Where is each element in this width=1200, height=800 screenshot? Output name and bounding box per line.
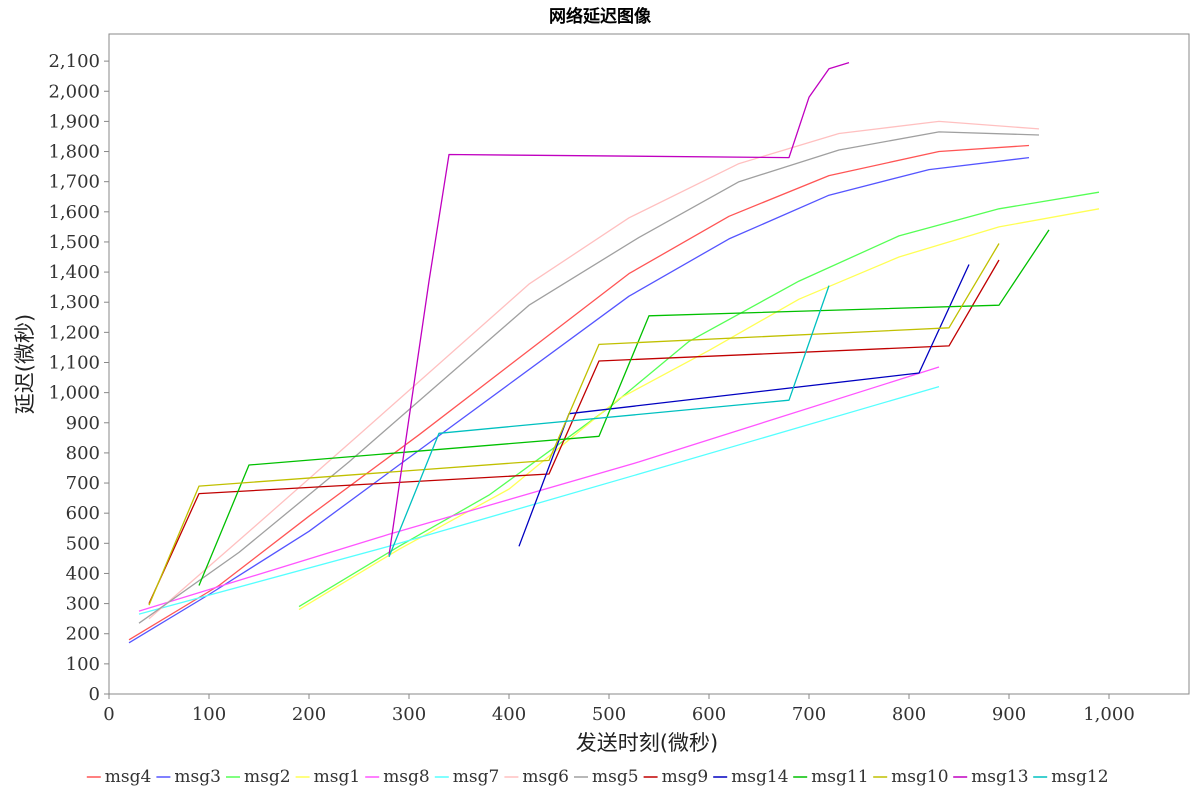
series-line-msg12 [388, 285, 830, 558]
series-line-msg6 [148, 120, 1040, 620]
legend-item-msg9: msg9 [643, 767, 709, 787]
y-tick-label: 500 [66, 533, 100, 554]
legend-label: msg6 [522, 767, 569, 787]
y-tick-label: 1,800 [48, 142, 100, 163]
x-tick-label: 400 [492, 704, 526, 725]
legend-label: msg3 [174, 767, 221, 787]
legend: msg4 msg3 msg2 msg1 msg8 msg7 msg6 msg5 msg9 msg1… [86, 767, 1109, 787]
y-tick-label: 100 [66, 654, 100, 675]
y-tick-label: 1,600 [48, 202, 100, 223]
x-tick-label: 1,000 [1083, 704, 1135, 725]
legend-item-msg2: msg2 [226, 767, 291, 787]
y-axis: 0 100 200 300 400 500 600 700 800 900 1,000 1,100 1,… [48, 51, 109, 705]
x-tick-label: 500 [592, 704, 626, 725]
x-tick-label: 800 [892, 704, 926, 725]
legend-item-msg7: msg7 [434, 767, 500, 787]
legend-label: msg12 [1051, 767, 1108, 787]
y-tick-label: 0 [89, 684, 100, 705]
legend-label: msg5 [592, 767, 639, 787]
legend-label: msg9 [662, 767, 709, 787]
series-lines [128, 61, 1100, 644]
legend-item-msg4: msg4 [86, 767, 152, 787]
y-tick-label: 1,400 [48, 262, 100, 283]
chart-title: 网络延迟图像 [549, 7, 651, 27]
x-tick-label: 200 [292, 704, 326, 725]
x-tick-label: 0 [103, 704, 114, 725]
legend-label: msg14 [731, 767, 788, 787]
y-tick-label: 400 [66, 563, 100, 584]
legend-label: msg4 [105, 767, 152, 787]
legend-item-msg14: msg14 [713, 767, 789, 787]
y-tick-label: 800 [66, 443, 100, 464]
legend-label: msg13 [971, 767, 1028, 787]
legend-item-msg1: msg1 [295, 767, 361, 787]
legend-item-msg11: msg11 [793, 767, 869, 787]
series-line-msg4 [128, 144, 1030, 641]
series-line-msg14 [518, 264, 970, 547]
y-tick-label: 1,700 [48, 172, 100, 193]
x-axis: 0 100 200 300 400 500 600 700 800 900 1,000 [103, 694, 1135, 725]
y-tick-label: 1,200 [48, 322, 100, 343]
y-tick-label: 2,000 [48, 81, 100, 102]
legend-label: msg1 [314, 767, 361, 787]
legend-label: msg11 [811, 767, 868, 787]
y-tick-label: 300 [66, 594, 100, 615]
series-line-msg3 [128, 156, 1030, 644]
legend-label: msg7 [453, 767, 500, 787]
series-line-msg13 [388, 61, 850, 556]
y-tick-label: 700 [66, 473, 100, 494]
x-tick-label: 700 [792, 704, 826, 725]
series-line-msg2 [298, 191, 1100, 608]
y-tick-label: 900 [66, 413, 100, 434]
y-tick-label: 1,300 [48, 292, 100, 313]
series-line-msg11 [198, 229, 1050, 586]
legend-item-msg5: msg5 [574, 767, 639, 787]
legend-label: msg8 [383, 767, 430, 787]
y-tick-label: 1,100 [48, 352, 100, 373]
legend-item-msg12: msg12 [1033, 767, 1109, 787]
x-tick-label: 300 [392, 704, 426, 725]
x-tick-label: 600 [692, 704, 726, 725]
legend-label: msg10 [891, 767, 948, 787]
series-line-msg7 [138, 385, 940, 615]
series-line-msg9 [148, 259, 1000, 604]
legend-item-msg13: msg13 [953, 767, 1029, 787]
y-tick-label: 200 [66, 624, 100, 645]
legend-item-msg6: msg6 [504, 767, 569, 787]
series-line-msg1 [298, 208, 1100, 611]
y-tick-label: 1,900 [48, 111, 100, 132]
legend-item-msg3: msg3 [156, 767, 221, 787]
y-axis-title: 延迟(微秒) [13, 314, 37, 414]
series-line-msg10 [148, 243, 1000, 606]
y-tick-label: 1,000 [48, 383, 100, 404]
x-tick-label: 100 [192, 704, 226, 725]
legend-item-msg8: msg8 [365, 767, 430, 787]
legend-item-msg10: msg10 [873, 767, 949, 787]
y-tick-label: 1,500 [48, 232, 100, 253]
plot-area [108, 33, 1190, 695]
x-axis-title: 发送时刻(微秒) [576, 731, 718, 755]
legend-label: msg2 [244, 767, 291, 787]
y-tick-label: 600 [66, 503, 100, 524]
y-tick-label: 2,100 [48, 51, 100, 72]
series-line-msg8 [138, 366, 940, 612]
x-tick-label: 900 [992, 704, 1026, 725]
series-line-msg5 [138, 131, 1040, 624]
